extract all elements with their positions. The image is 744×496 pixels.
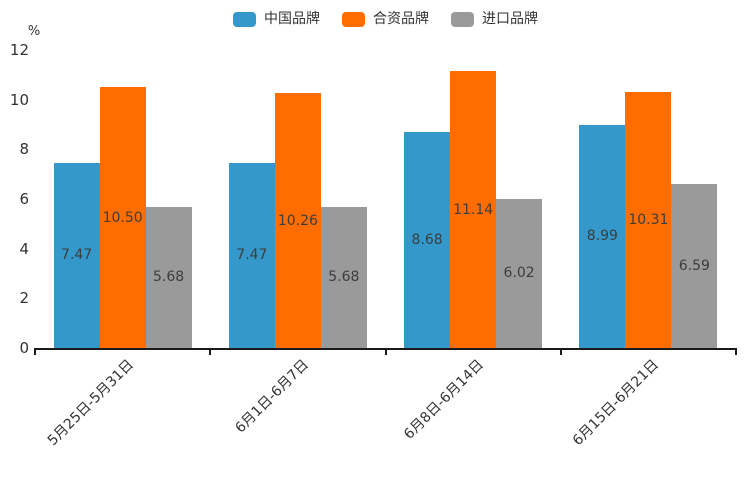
x-axis-category-label: 6月8日-6月14日 <box>401 356 488 443</box>
bar-value-label: 5.68 <box>328 269 360 286</box>
legend-swatch-icon <box>233 11 256 27</box>
bar-进口品牌-4 <box>671 184 718 348</box>
bar-合资品牌-1 <box>99 87 146 348</box>
bar-进口品牌-3 <box>496 198 543 348</box>
bar-合资品牌-4 <box>625 92 672 348</box>
y-axis-unit-label: % <box>27 24 41 39</box>
bar-合资品牌-3 <box>450 71 497 348</box>
bar-value-label: 5.68 <box>153 269 185 286</box>
x-axis-tick <box>559 348 562 355</box>
bar-中国品牌-4 <box>579 124 626 348</box>
legend-item-3: 进口品牌 <box>451 11 538 27</box>
bar-value-label: 10.26 <box>277 212 318 229</box>
legend-item-label: 合资品牌 <box>373 11 429 27</box>
y-axis-tick-label: 10 <box>9 90 29 109</box>
y-axis-tick-label: 8 <box>19 140 29 159</box>
x-axis-category-label: 6月1日-6月7日 <box>232 356 312 437</box>
bar-value-label: 7.47 <box>236 247 268 264</box>
bar-value-label: 8.99 <box>586 228 618 245</box>
bar-合资品牌-2 <box>274 93 321 348</box>
bar-value-label: 6.02 <box>503 265 535 282</box>
bar-value-label: 6.59 <box>678 258 710 275</box>
chart-legend: 中国品牌 合资品牌 进口品牌 <box>35 8 736 30</box>
y-axis-tick-label: 2 <box>19 289 29 308</box>
bar-中国品牌-3 <box>404 132 451 348</box>
x-axis-tick <box>384 348 387 355</box>
bar-value-label: 8.68 <box>411 232 443 249</box>
bar-value-label: 7.47 <box>61 247 93 264</box>
x-axis-category-label: 6月15日-6月21日 <box>570 356 663 449</box>
x-axis-category-label: 5月25日-5月31日 <box>44 356 137 449</box>
legend-swatch-icon <box>342 11 365 27</box>
bar-进口品牌-1 <box>145 206 192 348</box>
x-axis-tick <box>34 348 36 355</box>
bar-value-label: 11.14 <box>453 201 494 218</box>
x-axis-tick <box>209 348 212 355</box>
legend-item-1: 中国品牌 <box>233 11 320 27</box>
bar-value-label: 10.50 <box>102 209 143 226</box>
bar-中国品牌-1 <box>53 162 100 348</box>
y-axis-tick-label: 0 <box>19 339 29 357</box>
bar-中国品牌-2 <box>228 162 275 348</box>
legend-item-label: 中国品牌 <box>264 11 320 27</box>
y-axis-tick-label: 6 <box>19 190 29 209</box>
x-axis-tick <box>735 348 737 355</box>
legend-item-2: 合资品牌 <box>342 11 429 27</box>
legend-item-label: 进口品牌 <box>482 11 538 27</box>
bar-进口品牌-2 <box>320 206 367 348</box>
bar-value-label: 10.31 <box>628 212 669 228</box>
y-axis-tick-label: 4 <box>19 239 29 258</box>
legend-swatch-icon <box>451 11 474 27</box>
y-axis-tick-label: 12 <box>9 41 29 60</box>
